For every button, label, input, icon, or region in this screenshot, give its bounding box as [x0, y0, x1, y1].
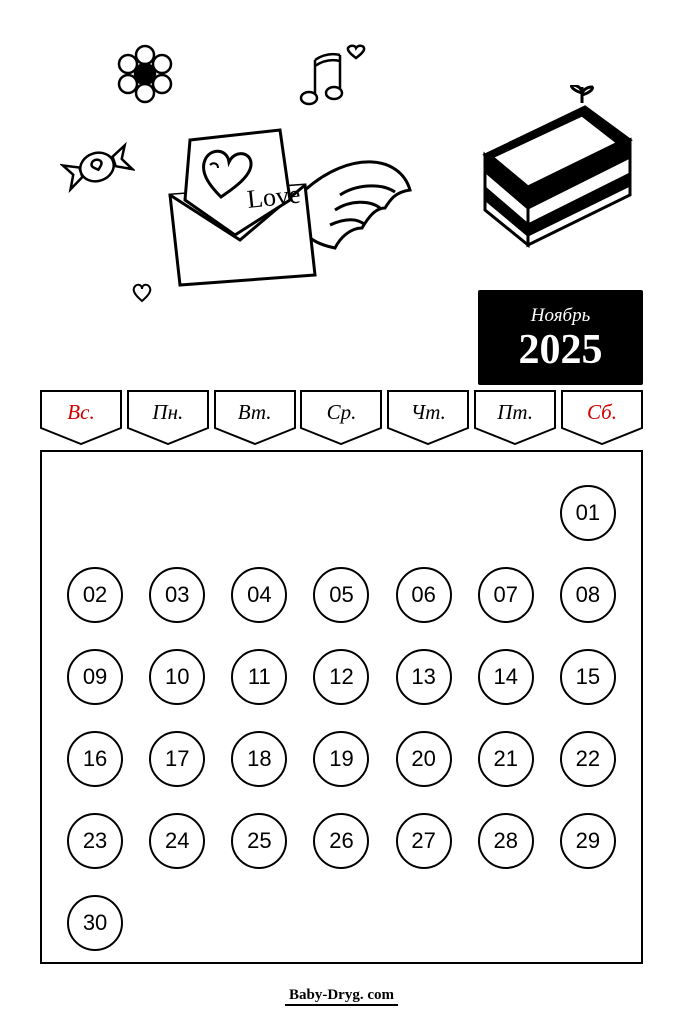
- weekday-flag: Пт.: [474, 390, 556, 445]
- day-cell: 15: [560, 649, 616, 705]
- day-cell: 05: [313, 567, 369, 623]
- day-cell: 02: [67, 567, 123, 623]
- day-cell: 27: [396, 813, 452, 869]
- cake-slice-icon: [470, 85, 645, 260]
- weekday-flag: Пн.: [127, 390, 209, 445]
- day-cell: 12: [313, 649, 369, 705]
- weekday-label: Сб.: [561, 400, 643, 425]
- weekday-label: Вт.: [214, 400, 296, 425]
- day-cell: 06: [396, 567, 452, 623]
- day-cell: 01: [560, 485, 616, 541]
- day-cell: 10: [149, 649, 205, 705]
- weekday-label: Пт.: [474, 400, 556, 425]
- empty-cell: [478, 485, 534, 541]
- day-cell: 08: [560, 567, 616, 623]
- weekday-row: Вс.Пн.Вт.Ср.Чт.Пт.Сб.: [40, 390, 643, 445]
- empty-cell: [396, 485, 452, 541]
- day-cell: 21: [478, 731, 534, 787]
- day-cell: 23: [67, 813, 123, 869]
- weekday-flag: Ср.: [300, 390, 382, 445]
- day-cell: 26: [313, 813, 369, 869]
- empty-cell: [67, 485, 123, 541]
- day-cell: 22: [560, 731, 616, 787]
- day-cell: 11: [231, 649, 287, 705]
- day-cell: 17: [149, 731, 205, 787]
- envelope-text: Love: [246, 180, 302, 214]
- day-cell: 24: [149, 813, 205, 869]
- weekday-flag: Вт.: [214, 390, 296, 445]
- weekday-label: Вс.: [40, 400, 122, 425]
- day-cell: 25: [231, 813, 287, 869]
- empty-cell: [231, 485, 287, 541]
- weekday-flag: Вс.: [40, 390, 122, 445]
- love-envelope-icon: Love: [140, 100, 420, 305]
- calendar-grid: 01 02 03 04 05 06 07 08 09 10 11 12 13 14 15 16 17 18 19 20…: [54, 472, 629, 964]
- weekday-label: Пн.: [127, 400, 209, 425]
- day-cell: 16: [67, 731, 123, 787]
- day-cell: 09: [67, 649, 123, 705]
- weekday-label: Ср.: [300, 400, 382, 425]
- empty-cell: [313, 485, 369, 541]
- candy-icon: [60, 140, 135, 200]
- month-name: Ноябрь: [531, 305, 591, 327]
- day-cell: 18: [231, 731, 287, 787]
- weekday-label: Чт.: [387, 400, 469, 425]
- day-cell: 04: [231, 567, 287, 623]
- day-cell: 20: [396, 731, 452, 787]
- month-year: 2025: [519, 329, 603, 371]
- day-cell: 30: [67, 895, 123, 951]
- calendar-page: Love: [0, 0, 683, 1024]
- month-box: Ноябрь 2025: [478, 290, 643, 385]
- day-cell: 14: [478, 649, 534, 705]
- footer-credit: Baby-Dryg. com: [0, 987, 683, 1006]
- small-heart-icon: [130, 280, 154, 309]
- empty-cell: [149, 485, 205, 541]
- weekday-flag: Чт.: [387, 390, 469, 445]
- doodle-area: Love: [40, 30, 643, 310]
- calendar-grid-box: 01 02 03 04 05 06 07 08 09 10 11 12 13 14 15 16 17 18 19 20…: [40, 450, 643, 964]
- day-cell: 28: [478, 813, 534, 869]
- day-cell: 29: [560, 813, 616, 869]
- day-cell: 07: [478, 567, 534, 623]
- footer-text: Baby-Dryg. com: [285, 987, 398, 1006]
- day-cell: 03: [149, 567, 205, 623]
- day-cell: 19: [313, 731, 369, 787]
- day-cell: 13: [396, 649, 452, 705]
- weekday-flag: Сб.: [561, 390, 643, 445]
